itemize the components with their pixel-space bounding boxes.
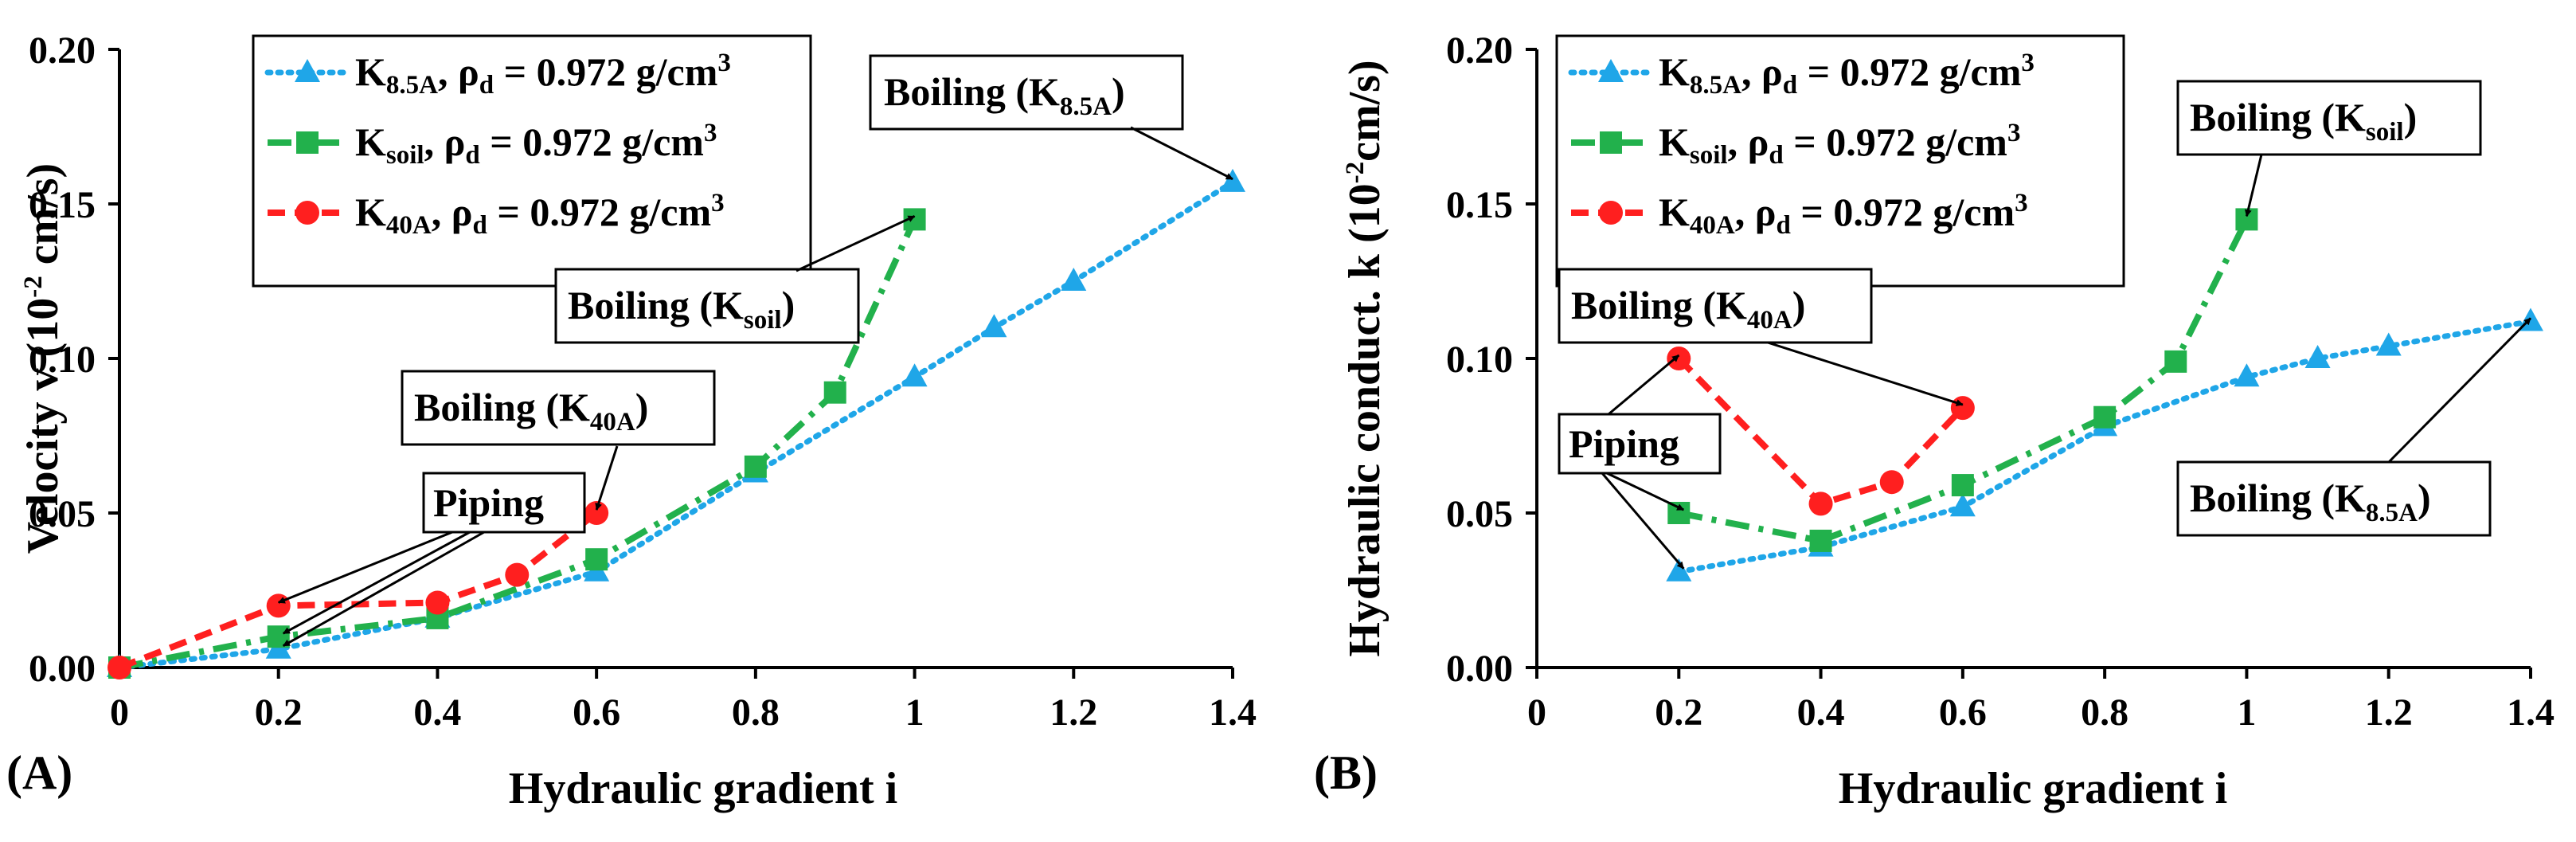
x-tick-label: 1.2 bbox=[2365, 691, 2413, 734]
x-tick-label: 1 bbox=[905, 691, 924, 734]
x-axis-label: Hydraulic gradient i bbox=[509, 764, 897, 813]
x-tick-label: 0.4 bbox=[413, 691, 461, 734]
x-tick-label: 0 bbox=[110, 691, 129, 734]
annotation-arrow bbox=[2246, 155, 2261, 216]
x-tick-label: 0.4 bbox=[1797, 691, 1845, 734]
data-point bbox=[1061, 268, 1086, 291]
x-tick-label: 0.2 bbox=[255, 691, 303, 734]
data-point bbox=[1880, 470, 1904, 494]
data-point bbox=[1809, 491, 1833, 515]
x-axis-label: Hydraulic gradient i bbox=[1839, 764, 2227, 813]
panel-label: (B) bbox=[1314, 746, 1378, 799]
x-tick-label: 0.8 bbox=[732, 691, 780, 734]
panel-label: (A) bbox=[6, 746, 72, 799]
y-tick-label: 0.00 bbox=[1446, 648, 1513, 690]
data-point bbox=[1951, 396, 1975, 420]
data-point bbox=[1667, 347, 1691, 370]
y-tick-label: 0.15 bbox=[1446, 184, 1513, 226]
annotation-arrow bbox=[1768, 343, 1963, 405]
data-point bbox=[824, 382, 846, 404]
panel-b: 0 0.2 0.4 0.6 0.8 1 1.2 1.4 0.00 0.05 0.10 0.15 0.20… bbox=[1314, 29, 2555, 813]
data-point bbox=[1810, 530, 1832, 552]
annotation-arrow bbox=[2389, 318, 2531, 462]
data-point bbox=[267, 593, 291, 617]
y-tick-label: 0.20 bbox=[1446, 29, 1513, 72]
x-tick-label: 0.8 bbox=[2081, 691, 2128, 734]
y-axis-label: Hydraulic conduct. k (10-2cm/s) bbox=[1340, 60, 1390, 656]
annotation: Boiling (K40A) bbox=[1559, 269, 1963, 405]
y-tick-label: 0.20 bbox=[29, 29, 96, 72]
legend-marker bbox=[296, 131, 319, 154]
x-tick-label: 0 bbox=[1527, 691, 1546, 734]
data-point bbox=[425, 591, 449, 615]
data-point bbox=[2093, 406, 2116, 429]
annotation-arrow bbox=[596, 446, 617, 510]
series-line bbox=[1679, 358, 1963, 503]
data-point bbox=[1952, 474, 1974, 496]
x-tick-label: 1 bbox=[2237, 691, 2256, 734]
annotation-label: Piping bbox=[1569, 421, 1679, 466]
annotation-arrow bbox=[1609, 355, 1679, 414]
x-tick-label: 1.4 bbox=[2507, 691, 2555, 734]
data-point bbox=[2164, 351, 2187, 373]
x-tick-label: 1.2 bbox=[1050, 691, 1097, 734]
panel-a: 00.20.40.60.811.21.40.000.050.100.150.20… bbox=[6, 29, 1257, 813]
figure: 00.20.40.60.811.21.40.000.050.100.150.20… bbox=[0, 0, 2576, 842]
x-tick-label: 1.4 bbox=[1209, 691, 1257, 734]
legend-marker bbox=[295, 201, 319, 225]
x-tick-label: 0.2 bbox=[1655, 691, 1702, 734]
data-point bbox=[584, 501, 608, 525]
data-point bbox=[505, 563, 529, 587]
annotation: Boiling (K8.5A) bbox=[870, 56, 1233, 179]
y-tick-label: 0.10 bbox=[1446, 339, 1513, 381]
legend-marker bbox=[1599, 201, 1623, 225]
annotation: Boiling (Ksoil) bbox=[2178, 81, 2480, 216]
data-point bbox=[745, 456, 767, 478]
annotation-label: Piping bbox=[433, 480, 544, 525]
x-tick-label: 0.6 bbox=[1939, 691, 1987, 734]
legend: K8.5A, ρd = 0.972 g/cm3Ksoil, ρd = 0.972… bbox=[1557, 36, 2124, 286]
series-K8.5A bbox=[1666, 307, 2543, 581]
annotation: Piping bbox=[1559, 355, 1720, 569]
annotation-arrow bbox=[279, 532, 452, 602]
annotation-arrow bbox=[1131, 127, 1233, 179]
data-point bbox=[1220, 169, 1245, 192]
x-tick-label: 0.6 bbox=[573, 691, 620, 734]
legend: K8.5A, ρd = 0.972 g/cm3Ksoil, ρd = 0.972… bbox=[253, 36, 811, 286]
y-tick-label: 0.05 bbox=[1446, 493, 1513, 535]
y-axis-label: Velocity v (10-2 cm/s) bbox=[18, 163, 68, 554]
data-point bbox=[585, 548, 608, 570]
data-point bbox=[107, 656, 131, 679]
legend-marker bbox=[1600, 131, 1622, 154]
data-point bbox=[902, 363, 928, 386]
data-point bbox=[1667, 502, 1690, 524]
y-tick-label: 0.00 bbox=[29, 648, 96, 690]
